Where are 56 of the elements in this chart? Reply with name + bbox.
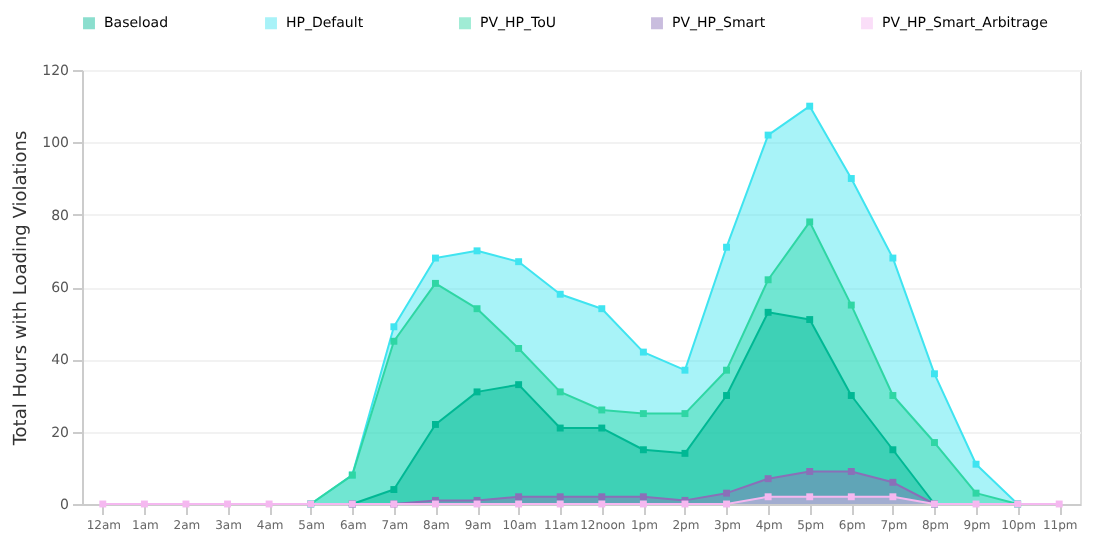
point xyxy=(681,410,689,418)
point xyxy=(515,381,523,389)
point xyxy=(847,301,855,309)
point xyxy=(473,388,481,396)
point xyxy=(681,366,689,374)
point xyxy=(889,254,897,262)
point xyxy=(681,449,689,457)
point xyxy=(723,366,731,374)
point xyxy=(889,493,897,501)
point xyxy=(972,489,980,497)
point xyxy=(723,489,731,497)
point xyxy=(764,475,772,483)
point xyxy=(556,424,564,432)
point xyxy=(598,424,606,432)
point xyxy=(889,392,897,399)
point xyxy=(806,102,814,110)
point xyxy=(473,247,481,255)
point xyxy=(390,337,398,345)
point xyxy=(639,348,647,356)
point xyxy=(806,218,814,226)
point xyxy=(515,493,523,501)
point xyxy=(806,493,814,501)
point xyxy=(431,279,439,287)
point xyxy=(930,439,938,446)
point xyxy=(847,392,855,399)
point xyxy=(930,370,938,378)
point xyxy=(806,467,814,475)
point xyxy=(764,276,772,284)
point xyxy=(889,446,897,454)
point xyxy=(598,493,606,501)
point xyxy=(515,345,523,352)
point xyxy=(639,410,647,418)
point xyxy=(556,493,564,501)
point xyxy=(431,254,439,262)
point xyxy=(390,323,398,331)
point xyxy=(806,316,814,324)
point xyxy=(723,243,731,251)
point xyxy=(847,467,855,475)
point xyxy=(390,486,398,493)
point xyxy=(515,258,523,266)
point xyxy=(639,493,647,501)
point xyxy=(431,420,439,428)
point xyxy=(764,308,772,316)
point xyxy=(473,305,481,313)
point xyxy=(723,392,731,399)
point xyxy=(598,305,606,313)
point xyxy=(556,388,564,396)
y-axis-title: Total Hours with Loading Violations xyxy=(12,130,33,448)
point xyxy=(556,290,564,298)
point xyxy=(764,131,772,139)
point xyxy=(972,460,980,468)
point xyxy=(889,478,897,486)
point xyxy=(847,175,855,182)
point xyxy=(639,446,647,454)
point xyxy=(764,493,772,501)
point xyxy=(847,493,855,501)
